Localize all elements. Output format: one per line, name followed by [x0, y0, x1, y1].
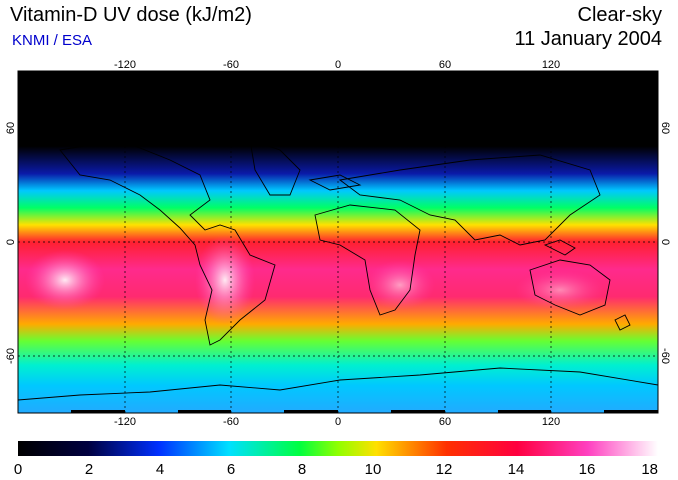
lon-tick-top: -60	[223, 59, 239, 71]
colorbar-gradient	[18, 441, 658, 456]
colorbar-tick: 2	[85, 461, 93, 478]
colorbar-tick: 4	[156, 461, 164, 478]
lat-tick-right: 0	[659, 239, 671, 245]
colorbar-tick: 18	[641, 461, 658, 478]
map-title: Vitamin-D UV dose (kJ/m2)	[10, 4, 252, 26]
map-frame	[17, 70, 659, 414]
lon-tick-top: 120	[542, 59, 560, 71]
lon-ticks-top: -120 -60 0 60 120	[114, 59, 560, 71]
gridlines	[18, 71, 658, 413]
colorbar-tick: 8	[298, 461, 306, 478]
condition-label: Clear-sky	[577, 4, 662, 26]
lon-tick-bottom: 120	[542, 416, 560, 428]
lon-tick-top: 0	[335, 59, 341, 71]
lon-tick-bottom: -60	[223, 416, 239, 428]
lat-ticks-right: 60 0 -60	[659, 122, 671, 364]
coastlines	[18, 139, 658, 401]
lon-tick-top: -120	[114, 59, 136, 71]
lat-tick-left: 60	[5, 122, 17, 134]
lat-tick-right: -60	[659, 348, 671, 364]
lon-ticks-bottom: -120 -60 0 60 120	[114, 416, 560, 428]
colorbar-tick: 12	[436, 461, 453, 478]
colorbar-tick: 16	[579, 461, 596, 478]
lon-tick-top: 60	[439, 59, 451, 71]
date-label: 11 January 2004	[514, 28, 662, 50]
lat-tick-right: 60	[659, 122, 671, 134]
lat-tick-left: 0	[5, 239, 17, 245]
colorbar-tick: 10	[365, 461, 382, 478]
lon-tick-bottom: 60	[439, 416, 451, 428]
lon-tick-bottom: -120	[114, 416, 136, 428]
colorbar-tick: 14	[508, 461, 525, 478]
source-label: KNMI / ESA	[12, 32, 93, 49]
lat-ticks-left: 60 0 -60	[5, 122, 17, 364]
colorbar: 0 2 4 6 8 10 12 14 16 18	[14, 441, 658, 478]
colorbar-tick: 6	[227, 461, 235, 478]
lat-tick-left: -60	[5, 348, 17, 364]
colorbar-tick: 0	[14, 461, 22, 478]
lon-tick-bottom: 0	[335, 416, 341, 428]
